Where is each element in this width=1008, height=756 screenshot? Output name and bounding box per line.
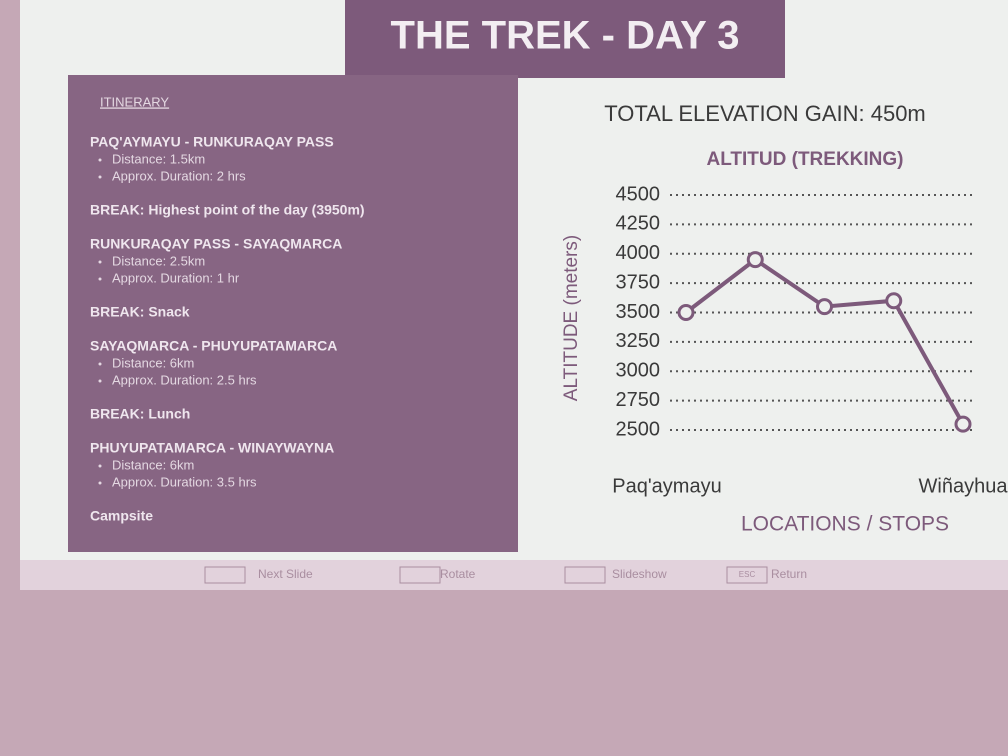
y-axis-label: ALTITUDE (meters)	[561, 235, 582, 401]
x-tick-label: Paq'aymayu	[612, 475, 721, 497]
key-icon[interactable]	[726, 566, 768, 584]
itinerary-item-title: PAQ'AYMAYU - RUNKURAQAY PASS	[90, 134, 334, 150]
chart: TOTAL ELEVATION GAIN: 450m ALTITUD (TREKK…	[561, 101, 1008, 536]
bullet	[98, 260, 102, 264]
point	[816, 298, 833, 316]
itinerary-item-detail: Distance: 6km	[112, 457, 194, 472]
y-tick-label: 4500	[616, 183, 661, 205]
itinerary-panel	[68, 75, 518, 552]
y-tick-label: 3500	[616, 301, 661, 323]
itinerary-item-detail: Distance: 1.5km	[112, 151, 205, 166]
esc-key: ESC	[739, 570, 756, 579]
y-tick-label: 3250	[616, 330, 661, 352]
point	[954, 415, 972, 433]
bullet	[98, 464, 102, 468]
itinerary-heading: ITINERARY	[100, 94, 169, 109]
point	[885, 292, 903, 310]
bullet	[98, 379, 102, 383]
bullet	[98, 362, 102, 366]
itinerary-item-title: PHUYUPATAMARCA - WINAYWAYNA	[90, 440, 334, 456]
chart-subtitle: TOTAL ELEVATION GAIN: 450m	[604, 101, 926, 126]
point	[746, 251, 764, 269]
itinerary-item-title: SAYAQMARCA - PHUYUPATAMARCA	[90, 338, 337, 354]
y-tick-label: 4000	[616, 242, 661, 264]
toolbar-items: Next Slide Rotate Slideshow ESC Return	[204, 566, 807, 584]
y-tick-label: 2500	[616, 418, 661, 440]
key-icon[interactable]	[204, 566, 246, 584]
toolbar-label[interactable]: Next Slide	[258, 567, 313, 581]
itinerary-item-detail: Distance: 2.5km	[112, 253, 205, 268]
toolbar-label[interactable]: Return	[771, 567, 807, 581]
itinerary-item-title: BREAK: Highest point of the day (3950m)	[90, 202, 365, 218]
itinerary-item-title: RUNKURAQAY PASS - SAYAQMARCA	[90, 236, 342, 252]
y-tick-label: 3000	[616, 360, 661, 382]
itinerary-item-title: BREAK: Lunch	[90, 406, 190, 422]
y-tick-label: 3750	[616, 271, 661, 293]
y-tick-label: 2750	[616, 389, 661, 411]
itinerary-item-title: BREAK: Snack	[90, 304, 190, 320]
itinerary-item-detail: Approx. Duration: 1 hr	[112, 270, 240, 285]
y-tick-label: 4250	[616, 213, 661, 235]
x-axis-label: LOCATIONS / STOPS	[741, 513, 949, 536]
toolbar-label[interactable]: Rotate	[440, 567, 476, 581]
bullet	[98, 175, 102, 179]
point	[677, 304, 695, 321]
itinerary-item-detail: Approx. Duration: 2 hrs	[112, 168, 246, 183]
key-icon[interactable]	[564, 566, 606, 584]
slide-title: THE TREK - DAY 3	[391, 14, 740, 58]
toolbar	[20, 560, 1008, 590]
itinerary-item-detail: Distance: 6km	[112, 355, 194, 370]
toolbar-label[interactable]: Slideshow	[612, 567, 667, 581]
bullet	[98, 158, 102, 162]
itinerary-item-detail: Approx. Duration: 2.5 hrs	[112, 372, 257, 387]
x-tick-label: Wiñayhua	[919, 475, 1008, 497]
bullet	[98, 277, 102, 281]
itinerary-item-title: Campsite	[90, 508, 153, 524]
bullet	[98, 481, 102, 485]
chart-title: ALTITUD (TREKKING)	[706, 149, 903, 170]
itinerary-item-detail: Approx. Duration: 3.5 hrs	[112, 474, 257, 489]
title-box	[345, 0, 785, 78]
key-icon[interactable]	[399, 566, 441, 584]
